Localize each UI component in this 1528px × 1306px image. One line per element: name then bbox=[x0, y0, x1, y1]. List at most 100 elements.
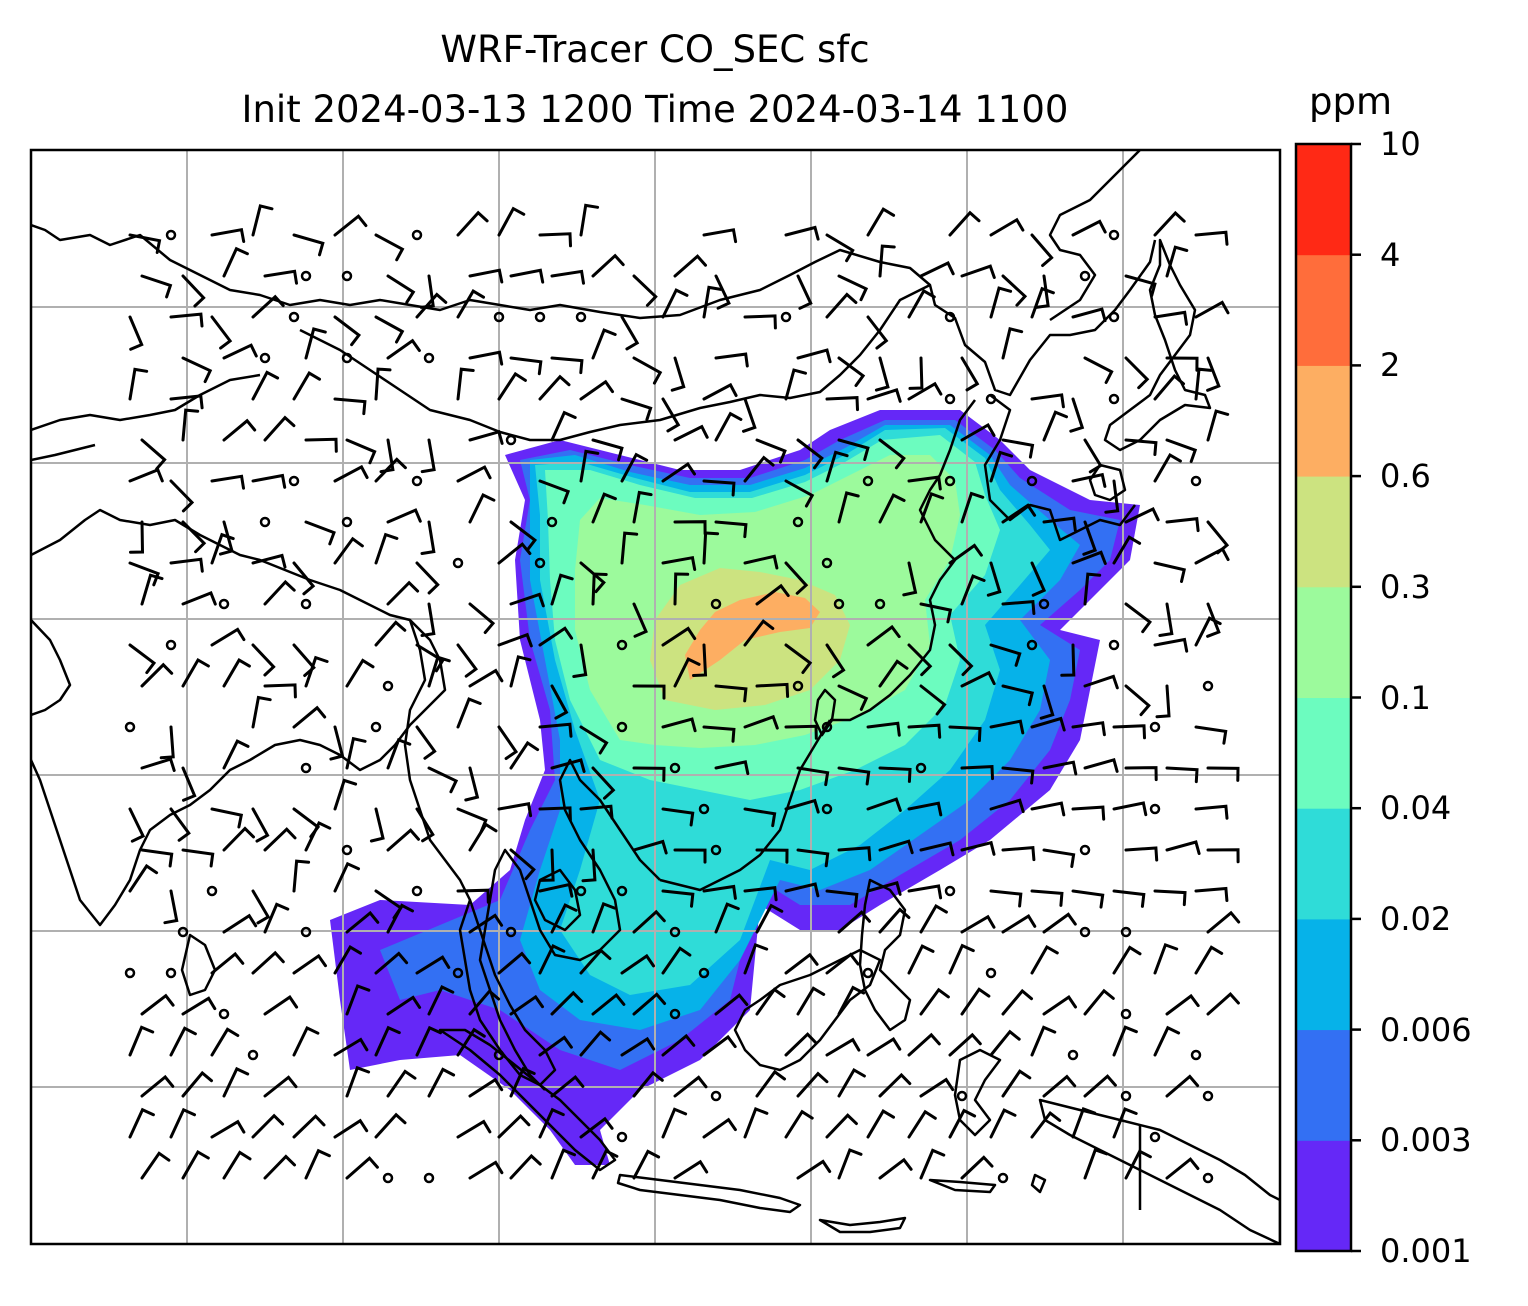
wind-barb bbox=[169, 807, 191, 842]
wind-barb bbox=[866, 388, 902, 403]
wind-barb bbox=[702, 382, 738, 401]
wind-barb bbox=[1071, 805, 1106, 821]
wind-barb bbox=[907, 381, 943, 401]
wind-barb bbox=[632, 356, 663, 385]
wind-barb bbox=[661, 717, 697, 733]
wind-calm bbox=[874, 598, 886, 610]
wind-barb bbox=[1083, 572, 1102, 606]
wind-barb bbox=[222, 1066, 250, 1098]
wind-barb bbox=[1112, 889, 1146, 908]
wind-barb bbox=[456, 210, 489, 237]
wind-barb bbox=[632, 1149, 661, 1180]
wind-barb bbox=[989, 1029, 1021, 1057]
colorbar-band bbox=[1296, 808, 1351, 920]
wind-barb bbox=[386, 274, 416, 304]
wind-barb bbox=[210, 227, 246, 243]
wind-barb bbox=[907, 801, 943, 817]
wind-barb bbox=[468, 492, 496, 524]
wind-barb bbox=[784, 561, 809, 595]
wind-barb bbox=[1034, 274, 1050, 309]
wind-barb bbox=[825, 1113, 858, 1139]
wind-barb bbox=[591, 328, 617, 360]
colorbar-band bbox=[1296, 1029, 1351, 1141]
wind-barb bbox=[907, 1032, 941, 1057]
wind-barb bbox=[1165, 438, 1198, 463]
wind-barb bbox=[702, 228, 738, 244]
wind-barb bbox=[219, 520, 234, 556]
wind-calm bbox=[493, 311, 505, 323]
wind-barb bbox=[1083, 356, 1114, 384]
wind-barb bbox=[374, 951, 409, 975]
wind-barb bbox=[251, 950, 285, 975]
colorbar-ticks bbox=[1351, 142, 1361, 1253]
wind-barb bbox=[989, 798, 1025, 814]
map-content bbox=[31, 150, 1280, 1244]
wind-barb bbox=[550, 903, 578, 934]
wind-barb bbox=[1001, 914, 1037, 934]
wind-barb bbox=[1124, 356, 1150, 390]
wind-barb bbox=[1069, 397, 1085, 433]
wind-barb bbox=[796, 1071, 829, 1098]
wind-calm bbox=[341, 516, 353, 528]
wind-barb bbox=[620, 397, 653, 422]
wind-barb bbox=[743, 886, 778, 902]
wind-calm bbox=[1120, 926, 1132, 938]
wind-barb bbox=[960, 356, 980, 392]
wind-barb bbox=[1194, 230, 1229, 246]
wind-calm bbox=[1202, 1172, 1214, 1184]
wind-barb bbox=[837, 846, 872, 862]
wind-barb bbox=[755, 682, 790, 698]
wind-barb bbox=[251, 643, 276, 677]
wind-barb bbox=[386, 1069, 417, 1098]
wind-barb bbox=[550, 269, 585, 285]
wind-barb bbox=[907, 475, 942, 491]
wind-calm bbox=[124, 721, 136, 733]
wind-barb bbox=[1153, 889, 1187, 907]
wind-barb bbox=[784, 798, 820, 814]
wind-barb bbox=[591, 901, 617, 934]
wind-barb bbox=[509, 1066, 536, 1098]
wind-barb bbox=[497, 725, 519, 760]
wind-barb bbox=[837, 274, 869, 302]
wind-barb bbox=[796, 438, 824, 470]
wind-barb bbox=[159, 725, 175, 760]
wind-barb bbox=[468, 668, 504, 688]
wind-barb bbox=[714, 902, 740, 934]
wind-barb bbox=[825, 643, 846, 679]
wind-barb bbox=[1042, 995, 1077, 1016]
wind-barb bbox=[374, 620, 407, 647]
wind-calm bbox=[218, 1008, 230, 1020]
wind-barb bbox=[755, 583, 790, 606]
wind-barb bbox=[874, 356, 890, 392]
wind-barb bbox=[591, 992, 626, 1016]
wind-barb bbox=[907, 944, 935, 975]
wind-barb bbox=[1001, 1069, 1032, 1098]
colorbar-tick-label: 0.6 bbox=[1380, 457, 1431, 496]
wind-barb bbox=[1112, 724, 1146, 740]
wind-barb bbox=[140, 993, 175, 1016]
wind-calm bbox=[1108, 639, 1120, 651]
wind-barb bbox=[1071, 472, 1107, 488]
wind-barb bbox=[222, 343, 258, 360]
wind-barb bbox=[714, 684, 748, 703]
wind-calm bbox=[411, 475, 423, 487]
wind-barb bbox=[550, 410, 577, 442]
wind-barb bbox=[1165, 356, 1199, 372]
wind-barb bbox=[509, 848, 536, 881]
wind-calm bbox=[792, 680, 804, 692]
wind-barb bbox=[1001, 988, 1033, 1016]
wind-barb bbox=[919, 684, 947, 716]
wind-calm bbox=[616, 639, 628, 651]
wind-barb bbox=[784, 1032, 818, 1057]
wind-barb bbox=[825, 889, 859, 908]
wind-barb bbox=[333, 1118, 369, 1139]
wind-barb bbox=[509, 592, 545, 608]
wind-barb bbox=[673, 1159, 709, 1180]
wind-calm bbox=[1026, 639, 1038, 651]
wind-barb bbox=[661, 555, 697, 571]
wind-barb bbox=[1165, 1074, 1200, 1098]
wind-calm bbox=[1067, 1049, 1079, 1061]
wind-barb bbox=[1042, 410, 1068, 442]
wind-barb bbox=[878, 438, 906, 470]
wind-barb bbox=[386, 580, 420, 606]
